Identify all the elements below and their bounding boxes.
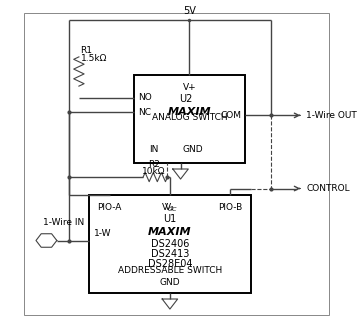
Text: COM: COM xyxy=(220,111,241,120)
Text: 1-Wire OUT: 1-Wire OUT xyxy=(306,111,357,120)
Text: IN: IN xyxy=(149,145,158,154)
Text: MAXIM: MAXIM xyxy=(168,107,211,117)
Text: V+: V+ xyxy=(183,83,196,92)
Text: MAXIM: MAXIM xyxy=(148,227,192,237)
Text: PIO-B: PIO-B xyxy=(218,203,242,212)
Text: V₂: V₂ xyxy=(165,203,175,212)
Bar xyxy=(89,195,251,292)
Text: 5V: 5V xyxy=(183,6,196,16)
Text: PIO-A: PIO-A xyxy=(98,203,122,212)
Text: U1: U1 xyxy=(163,214,176,224)
Text: 10kΩ: 10kΩ xyxy=(142,167,166,176)
Text: ADDRESSABLE SWITCH: ADDRESSABLE SWITCH xyxy=(118,266,222,275)
Text: R1: R1 xyxy=(81,46,93,55)
Text: CONTROL: CONTROL xyxy=(306,184,350,193)
Bar xyxy=(134,75,245,162)
Text: ANALOG SWITCH: ANALOG SWITCH xyxy=(152,112,227,122)
Text: V$_{CC}$: V$_{CC}$ xyxy=(162,201,179,214)
Text: 1-Wire IN: 1-Wire IN xyxy=(43,218,85,227)
Text: DS2413: DS2413 xyxy=(151,249,189,259)
Text: DS28E04: DS28E04 xyxy=(148,259,192,269)
Text: GND: GND xyxy=(160,278,180,287)
Text: U2: U2 xyxy=(179,94,193,104)
Text: R2: R2 xyxy=(148,160,160,169)
Text: NC: NC xyxy=(138,108,151,117)
Text: DS2406: DS2406 xyxy=(151,240,189,249)
Text: NO: NO xyxy=(138,93,152,102)
Text: GND: GND xyxy=(183,145,204,154)
Text: 1.5kΩ: 1.5kΩ xyxy=(81,54,107,63)
Text: 1-W: 1-W xyxy=(94,229,111,239)
